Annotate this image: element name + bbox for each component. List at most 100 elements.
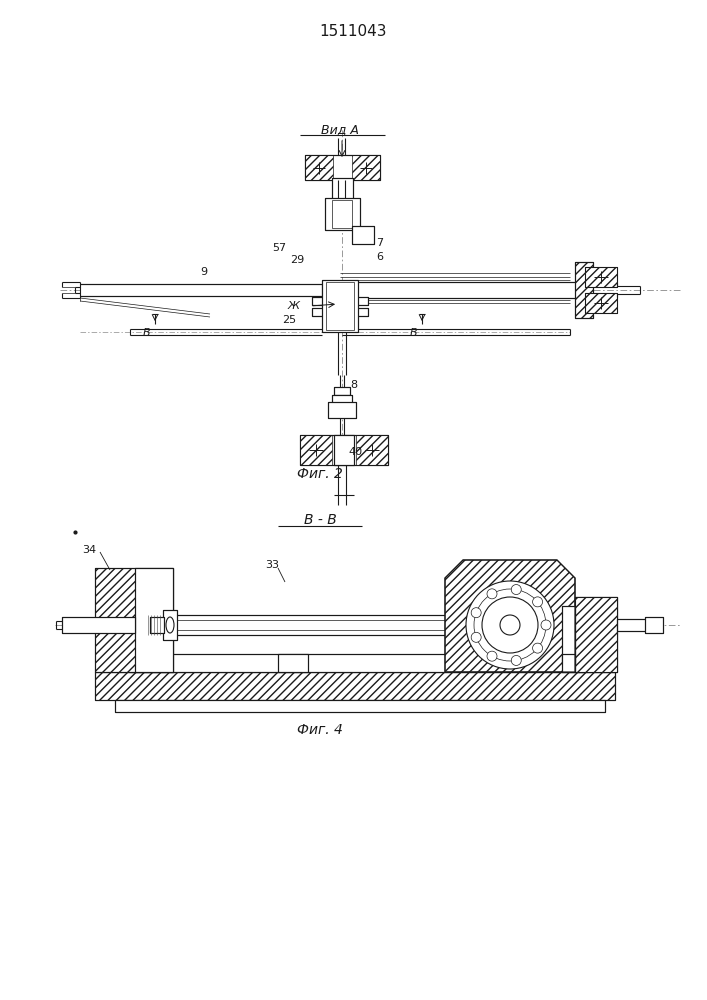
- Bar: [300, 435, 388, 465]
- Bar: [334, 387, 350, 395]
- Bar: [312, 308, 368, 316]
- Text: В - В: В - В: [303, 513, 337, 527]
- Bar: [332, 395, 352, 403]
- Bar: [95, 672, 615, 700]
- Bar: [305, 155, 380, 180]
- Circle shape: [532, 643, 542, 653]
- Text: Вид A: Вид A: [321, 123, 359, 136]
- Bar: [575, 262, 593, 318]
- Circle shape: [511, 585, 521, 595]
- Bar: [617, 619, 657, 631]
- Bar: [585, 267, 617, 287]
- Bar: [334, 435, 354, 465]
- Bar: [340, 282, 580, 298]
- Bar: [305, 155, 333, 180]
- Bar: [130, 654, 585, 672]
- Bar: [562, 606, 575, 664]
- Bar: [575, 597, 617, 672]
- Bar: [62, 617, 135, 633]
- Bar: [562, 654, 575, 672]
- Ellipse shape: [166, 617, 174, 633]
- Bar: [332, 200, 352, 228]
- Circle shape: [511, 655, 521, 665]
- Text: 1511043: 1511043: [320, 24, 387, 39]
- Bar: [575, 262, 593, 318]
- Text: 7: 7: [376, 238, 383, 248]
- Bar: [334, 387, 350, 395]
- Bar: [322, 280, 358, 332]
- Bar: [150, 617, 164, 633]
- Bar: [334, 435, 354, 465]
- Bar: [163, 610, 177, 640]
- Text: В: В: [143, 328, 151, 338]
- Text: 25: 25: [282, 315, 296, 325]
- Bar: [328, 402, 356, 418]
- Bar: [173, 615, 473, 635]
- Text: 40: 40: [348, 447, 362, 457]
- Bar: [115, 700, 605, 712]
- Bar: [312, 297, 368, 305]
- Circle shape: [500, 615, 520, 635]
- Circle shape: [487, 589, 497, 599]
- Bar: [575, 597, 617, 672]
- Bar: [278, 654, 308, 672]
- Bar: [332, 178, 353, 200]
- Bar: [585, 293, 617, 313]
- Bar: [356, 435, 388, 465]
- Bar: [645, 617, 663, 633]
- Circle shape: [474, 589, 546, 661]
- Bar: [80, 284, 322, 296]
- Bar: [575, 597, 617, 672]
- Bar: [322, 280, 358, 332]
- Bar: [328, 402, 356, 418]
- Bar: [562, 606, 575, 664]
- Circle shape: [541, 620, 551, 630]
- Bar: [130, 654, 585, 672]
- Bar: [135, 568, 173, 672]
- Circle shape: [532, 597, 542, 607]
- Bar: [332, 395, 352, 403]
- Bar: [617, 619, 657, 631]
- Bar: [585, 293, 617, 313]
- Text: В: В: [410, 328, 418, 338]
- Text: Фиг. 2: Фиг. 2: [297, 467, 343, 481]
- Text: Фиг. 4: Фиг. 4: [297, 723, 343, 737]
- Bar: [325, 198, 360, 230]
- Bar: [95, 568, 173, 672]
- Text: Ж: Ж: [288, 301, 300, 311]
- Text: 8: 8: [350, 380, 357, 390]
- Bar: [278, 654, 308, 672]
- Bar: [585, 267, 617, 287]
- Bar: [645, 617, 663, 633]
- Polygon shape: [445, 560, 575, 672]
- Text: 29: 29: [290, 255, 304, 265]
- Bar: [150, 617, 164, 633]
- Bar: [163, 610, 177, 640]
- Bar: [562, 654, 575, 672]
- Bar: [352, 226, 374, 244]
- Bar: [95, 672, 615, 700]
- Bar: [352, 155, 380, 180]
- Bar: [312, 297, 368, 305]
- Bar: [575, 597, 617, 672]
- Bar: [300, 435, 388, 465]
- Text: 6: 6: [376, 252, 383, 262]
- Bar: [340, 282, 580, 298]
- Bar: [95, 568, 173, 672]
- Text: 33: 33: [265, 560, 279, 570]
- Circle shape: [482, 597, 538, 653]
- Bar: [305, 155, 380, 180]
- Bar: [326, 282, 354, 330]
- Bar: [352, 226, 374, 244]
- Text: 57: 57: [272, 243, 286, 253]
- Bar: [115, 700, 605, 712]
- Circle shape: [466, 581, 554, 669]
- Bar: [62, 617, 135, 633]
- Bar: [312, 308, 368, 316]
- Bar: [325, 198, 360, 230]
- Text: 9: 9: [200, 267, 207, 277]
- Text: 34: 34: [82, 545, 96, 555]
- Bar: [332, 178, 353, 200]
- Circle shape: [487, 651, 497, 661]
- Bar: [300, 435, 332, 465]
